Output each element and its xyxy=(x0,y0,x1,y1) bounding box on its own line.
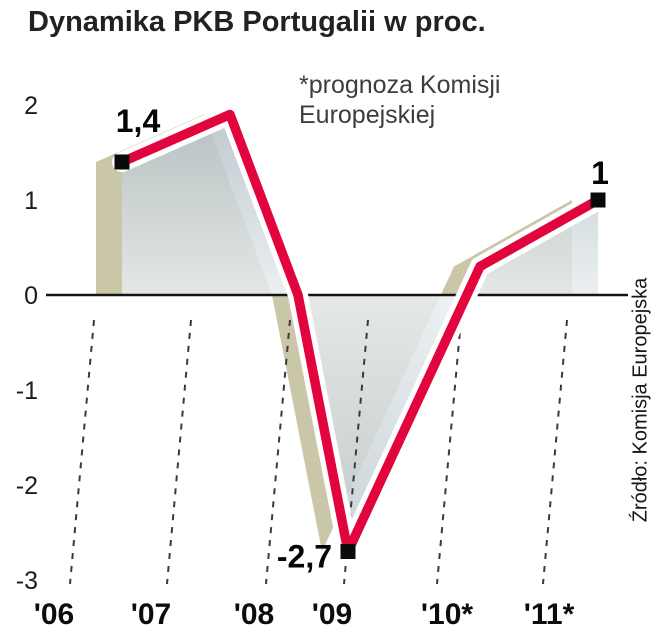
forecast-note-line2: Europejskiej xyxy=(299,101,436,129)
x-tick-label: '10* xyxy=(421,598,474,631)
data-point-marker xyxy=(590,192,606,208)
y-tick-label: 0 xyxy=(24,282,38,310)
data-point-marker xyxy=(340,544,356,559)
dashed-gridline xyxy=(436,319,462,585)
x-tick-label: '09 xyxy=(312,598,353,631)
chart-title: Dynamika PKB Portugalii w proc. xyxy=(28,6,486,38)
dashed-gridline xyxy=(69,319,95,585)
forecast-note-line1: *prognoza Komisji xyxy=(299,71,501,99)
y-tick-label: -1 xyxy=(16,377,38,405)
data-point-marker xyxy=(114,154,130,170)
y-tick-label: -3 xyxy=(16,567,38,595)
x-tick-label: '08 xyxy=(234,598,275,631)
dashed-gridline xyxy=(343,319,369,585)
x-tick-label: '06 xyxy=(34,598,75,631)
y-tick-label: -2 xyxy=(16,472,38,500)
area-fill xyxy=(122,114,598,552)
y-tick-label: 1 xyxy=(24,187,38,215)
gdp-line xyxy=(117,109,603,557)
dashed-gridline xyxy=(166,319,192,585)
data-point-label: 1 xyxy=(591,155,609,191)
source-credit: Źródło: Komisja Europejska xyxy=(629,277,652,523)
dashed-gridline xyxy=(265,319,291,585)
y-tick-label: 2 xyxy=(24,92,38,120)
forecast-note: *prognoza Komisji Europejskiej xyxy=(299,70,501,130)
x-tick-label: '11* xyxy=(524,598,575,631)
data-point-label: -2,7 xyxy=(277,539,332,575)
dashed-gridline xyxy=(542,319,568,585)
data-point-label: 1,4 xyxy=(116,103,161,139)
x-tick-label: '07 xyxy=(131,598,172,631)
